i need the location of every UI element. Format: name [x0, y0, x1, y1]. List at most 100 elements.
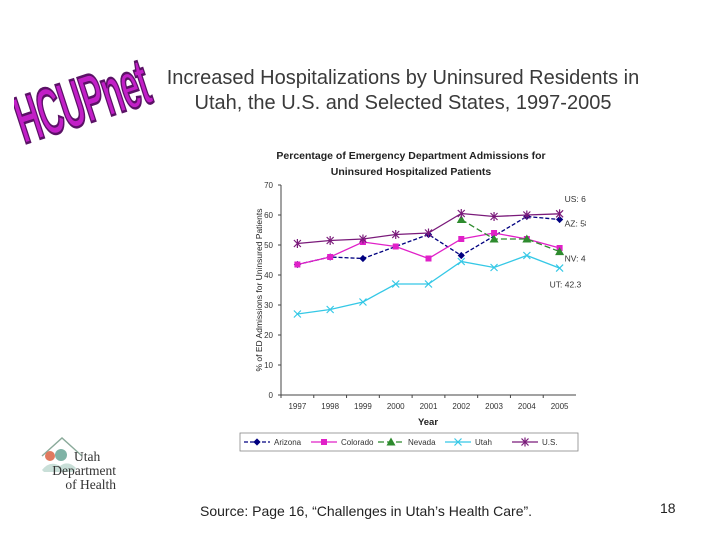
legend-label: Arizona	[274, 438, 302, 447]
marker-stroke	[522, 251, 531, 260]
chart-title-line1: Percentage of Emergency Department Admis…	[276, 150, 545, 162]
series-nevada	[456, 215, 565, 256]
x-tick-label: 2003	[485, 402, 503, 411]
y-axis-label: % of ED Admissions for Uninsured Patient…	[254, 209, 264, 372]
data-point-us	[326, 236, 335, 245]
hcupnet-logo-text: HCUPnet	[14, 45, 159, 154]
data-point-us	[293, 239, 302, 248]
y-tick-label: 50	[264, 241, 273, 250]
hcupnet-logo: HCUPnet	[14, 44, 160, 154]
data-point-us	[490, 212, 498, 221]
page-number: 18	[660, 500, 676, 516]
data-point-utah	[490, 263, 498, 272]
legend-marker	[253, 438, 261, 446]
marker-stroke	[457, 257, 466, 266]
y-tick-label: 70	[264, 181, 273, 190]
utah-doh-logo-text: Utah Department of Health	[44, 450, 116, 492]
roof-outline	[41, 437, 83, 457]
y-axis-ticks: 0 10 20 30 40 50 60 70	[264, 181, 281, 400]
legend-item-utah: Utah	[445, 438, 492, 447]
x-axis-ticks: 1997 1998 1999 2000 2001 2002 2003 2004 2005	[280, 395, 569, 411]
chart-title-line2: Uninsured Hospitalized Patients	[331, 166, 492, 178]
data-point-arizona	[359, 254, 367, 263]
end-label-az: AZ: 58.5	[565, 219, 586, 229]
x-tick-label: 2004	[518, 402, 536, 411]
data-point-nevada	[555, 247, 565, 256]
y-tick-label: 20	[264, 331, 273, 340]
data-point-utah	[359, 298, 367, 306]
doh-line1: Utah	[74, 449, 101, 464]
slide-title-line2: Utah, the U.S. and Selected States, 1997…	[194, 92, 612, 114]
slide-title-line1: Increased Hospitalizations by Uninsured …	[166, 67, 640, 89]
data-point-nevada	[489, 234, 499, 243]
marker-stroke	[391, 280, 400, 288]
marker-stroke	[555, 264, 564, 273]
y-tick-label: 30	[264, 301, 273, 310]
marker-stroke	[490, 263, 498, 272]
data-point-us	[359, 234, 367, 244]
marker-stroke	[454, 438, 462, 446]
plot-series	[293, 209, 565, 318]
slide-title: Increased Hospitalizations by Uninsured …	[148, 66, 658, 116]
data-point-us	[391, 230, 400, 239]
data-point-nevada	[522, 234, 532, 243]
legend-label: Nevada	[408, 438, 436, 447]
series-utah	[293, 251, 564, 318]
data-point-us	[522, 210, 531, 220]
data-point-colorado	[491, 230, 498, 236]
series-us	[293, 209, 564, 248]
data-point-utah	[457, 257, 466, 266]
utah-doh-logo-graphic	[41, 437, 83, 472]
x-tick-label: 1997	[288, 402, 306, 411]
figure-body	[42, 463, 76, 472]
y-tick-label: 10	[264, 361, 273, 370]
y-tick-label: 60	[264, 211, 273, 220]
data-point-colorado	[392, 243, 399, 250]
legend-item-us: U.S.	[512, 437, 558, 447]
end-label-us: US: 60.4	[565, 194, 586, 204]
end-label-ut: UT: 42.3	[550, 280, 582, 290]
legend-marker	[454, 438, 462, 446]
marker-stroke	[293, 310, 302, 318]
data-point-utah	[391, 280, 400, 288]
legend-label: U.S.	[542, 438, 558, 447]
marker-stroke	[359, 298, 367, 306]
x-tick-label: 2000	[387, 402, 405, 411]
y-tick-label: 0	[269, 391, 274, 400]
data-point-utah	[293, 310, 302, 318]
data-point-us	[424, 228, 433, 238]
x-tick-label: 1998	[321, 402, 339, 411]
data-point-utah	[555, 264, 564, 273]
data-point-arizona	[556, 215, 564, 224]
data-point-us	[555, 209, 564, 219]
series-line-nevada	[460, 218, 560, 253]
doh-line3: of Health	[65, 477, 116, 492]
marker-stroke	[326, 305, 335, 314]
legend-marker	[521, 437, 529, 447]
data-point-utah	[326, 305, 335, 314]
x-tick-label: 2002	[452, 402, 470, 411]
x-tick-label: 2001	[420, 402, 438, 411]
legend-label: Utah	[475, 438, 492, 447]
legend-item-colorado: Colorado	[311, 438, 374, 447]
chart-legend: Arizona Colorado Nevada Utah U.S.	[239, 432, 579, 452]
source-citation: Source: Page 16, “Challenges in Utah’s H…	[200, 503, 533, 519]
marker-stroke	[424, 280, 433, 288]
end-labels: AZ: 58.5 NV: 47.8 UT: 42.3 US: 60.4	[550, 194, 586, 290]
data-point-utah	[522, 251, 531, 260]
data-point-colorado	[458, 236, 465, 242]
end-label-nv: NV: 47.8	[565, 254, 586, 264]
data-point-colorado	[425, 255, 432, 262]
data-point-utah	[424, 280, 433, 288]
legend-item-nevada: Nevada	[378, 437, 436, 447]
legend-item-arizona: Arizona	[244, 438, 302, 447]
x-axis-label: Year	[418, 417, 438, 428]
doh-line2: Department	[52, 463, 116, 478]
x-tick-label: 2005	[551, 402, 569, 411]
figure-head-right	[55, 449, 67, 461]
data-point-us	[457, 209, 466, 218]
y-tick-label: 40	[264, 271, 273, 280]
data-point-arizona	[457, 251, 465, 260]
legend-marker	[386, 437, 396, 446]
legend-box	[239, 432, 579, 452]
